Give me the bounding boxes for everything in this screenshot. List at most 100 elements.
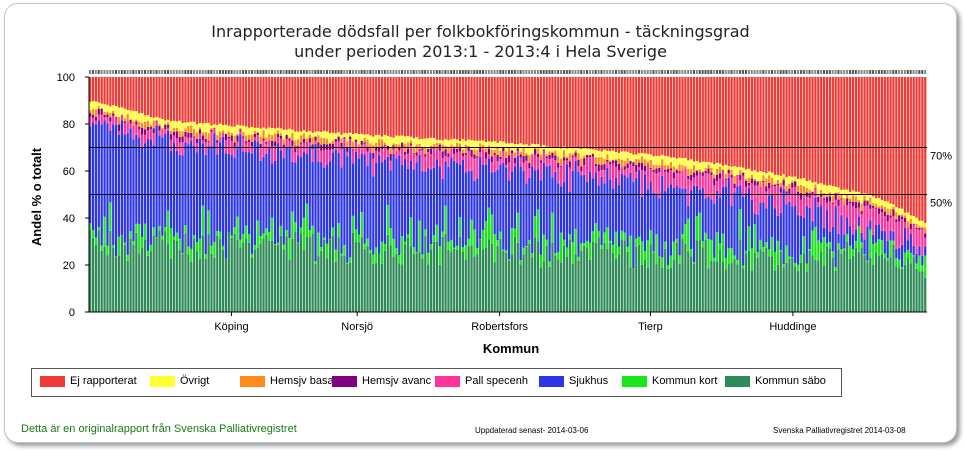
bar-segment: [343, 245, 346, 256]
bar-unreported: [577, 77, 580, 149]
bar-count-label: [557, 70, 560, 74]
bar-segment: [785, 191, 788, 194]
bar-segment: [606, 154, 609, 160]
bar-unreported: [120, 77, 124, 108]
bar-segment: [880, 254, 884, 312]
bar-segment: [629, 267, 632, 312]
bar-segment: [216, 231, 219, 236]
bar-segment: [302, 130, 306, 134]
bar-segment: [733, 192, 736, 256]
bar-segment: [886, 221, 889, 241]
bar-segment: [230, 235, 233, 238]
bar-segment: [678, 157, 681, 165]
bar-segment: [568, 161, 571, 168]
bar-segment: [652, 164, 655, 170]
bar-count-label: [496, 70, 499, 74]
bar-segment: [323, 168, 326, 238]
bar-segment: [259, 128, 262, 137]
bar-unreported: [672, 77, 675, 158]
bar-unreported: [346, 77, 349, 134]
bar-segment: [669, 162, 673, 169]
bar-segment: [152, 235, 155, 312]
bar-segment: [325, 243, 329, 259]
bar-segment: [924, 246, 927, 256]
bar-segment: [479, 151, 482, 157]
bar-segment: [187, 132, 190, 138]
bar-segment: [143, 240, 147, 312]
bar-segment: [678, 172, 681, 188]
bar-segment: [493, 154, 496, 173]
bar-segment: [369, 148, 372, 153]
bar-unreported: [580, 77, 583, 150]
bar-count-label: [123, 70, 126, 74]
bar-segment: [291, 161, 294, 212]
bar-segment: [701, 172, 704, 176]
bar-segment: [678, 171, 681, 173]
bar-segment: [597, 231, 600, 238]
bar-segment: [314, 143, 317, 262]
bar-segment: [892, 244, 895, 312]
bar-segment: [323, 237, 326, 240]
bar-segment: [684, 168, 687, 189]
bar-segment: [132, 244, 135, 312]
bar-segment: [848, 201, 852, 204]
bar-segment: [782, 264, 785, 268]
bar-segment: [617, 185, 621, 247]
bar-segment: [675, 168, 678, 171]
bar-unreported: [172, 77, 176, 121]
bar-segment: [756, 252, 759, 258]
bar-segment: [825, 243, 829, 247]
bar-unreported: [710, 77, 713, 163]
bar-segment: [132, 139, 135, 242]
bar-segment: [331, 152, 334, 228]
bar-segment: [863, 195, 866, 201]
bar-count-label: [441, 70, 444, 74]
bar-count-label: [386, 70, 389, 74]
bar-unreported: [325, 77, 329, 132]
legend-label: Kommun säbo: [755, 375, 826, 387]
bar-segment: [325, 149, 329, 165]
bar-segment: [921, 226, 924, 229]
bar-segment: [551, 153, 554, 159]
bar-unreported: [481, 77, 485, 141]
bar-segment: [450, 148, 453, 158]
bar-segment: [406, 237, 410, 312]
bar-segment: [375, 147, 378, 152]
bar-segment: [863, 205, 866, 240]
bar-segment: [450, 239, 453, 252]
bar-segment: [375, 135, 378, 143]
bar-unreported: [840, 77, 843, 190]
bar-segment: [123, 118, 126, 122]
bar-count-label: [675, 70, 678, 74]
bar-segment: [672, 172, 675, 179]
bar-segment: [499, 231, 502, 239]
bar-count-label: [239, 70, 242, 74]
bar-count-label: [112, 70, 115, 74]
bar-segment: [756, 257, 759, 312]
bar-unreported: [903, 77, 907, 213]
bar-segment: [187, 125, 190, 133]
bar-segment: [207, 210, 210, 235]
bar-unreported: [866, 77, 869, 195]
bar-unreported: [629, 77, 632, 154]
bar-segment: [690, 249, 693, 257]
bar-segment: [129, 110, 132, 120]
bar-segment: [860, 211, 863, 214]
bar-segment: [730, 169, 733, 176]
bar-segment: [340, 255, 343, 312]
bar-segment: [516, 144, 519, 149]
bar-segment: [357, 144, 360, 148]
bar-segment: [473, 149, 476, 155]
bar-segment: [181, 155, 184, 254]
bar-segment: [825, 195, 829, 197]
bar-segment: [698, 240, 701, 312]
legend-swatch: [725, 376, 750, 387]
bar-segment: [915, 217, 918, 224]
bar-unreported: [403, 77, 407, 137]
bar-count-label: [187, 70, 190, 74]
bar-segment: [571, 170, 574, 243]
bar-segment: [406, 148, 410, 154]
bar-segment: [505, 250, 508, 253]
bar-count-label: [481, 70, 485, 74]
bar-segment: [349, 139, 352, 148]
